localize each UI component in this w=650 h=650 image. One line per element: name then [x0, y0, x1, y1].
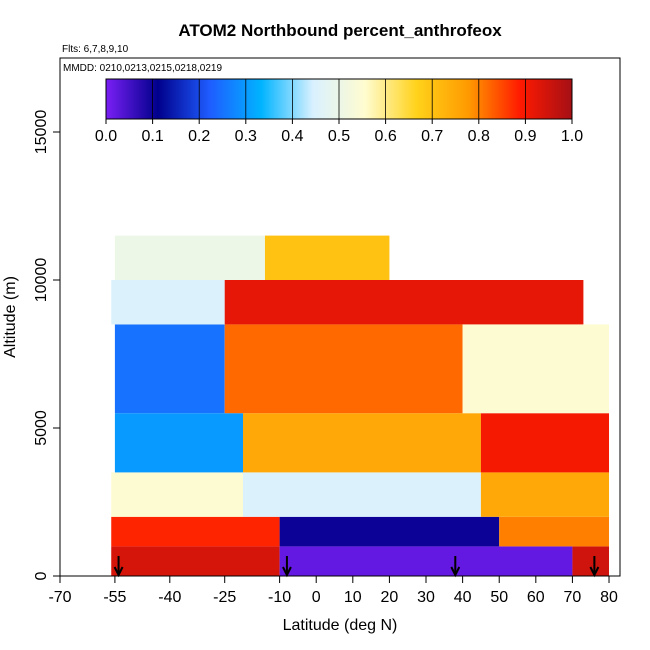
y-tick-label: 15000: [33, 110, 50, 155]
x-tick-label: 80: [600, 589, 618, 606]
x-axis-label: Latitude (deg N): [283, 617, 398, 634]
x-tick-label: 60: [527, 589, 545, 606]
chart-title: ATOM2 Northbound percent_anthrofeox: [178, 21, 502, 40]
x-axis: -70 -55 -40 -25 -10 0 10 20 30 40 50 60 70 80: [48, 576, 618, 606]
colorbar-tick-label: 0.2: [188, 128, 210, 145]
flights-subtitle: Flts: 6,7,8,9,10: [62, 44, 129, 55]
flight-marker-arrow: [450, 556, 461, 578]
x-tick-label: 50: [490, 589, 508, 606]
flight-markers: [113, 556, 600, 578]
heatmap-cell: [114, 235, 265, 280]
heatmap-cell: [480, 472, 610, 517]
x-tick-label: 20: [381, 589, 399, 606]
colorbar-tick-label: 0.8: [468, 128, 490, 145]
x-tick-label: 0: [312, 589, 321, 606]
heatmap-cell: [572, 546, 610, 576]
colorbar-tick-label: 0.9: [514, 128, 536, 145]
colorbar-tick-label: 0.4: [281, 128, 303, 145]
heatmap-cell: [111, 280, 225, 325]
x-tick-label: -55: [103, 589, 126, 606]
x-tick-label: -40: [158, 589, 181, 606]
dates-subtitle: MMDD: 0210,0213,0215,0218,0219: [63, 63, 222, 74]
x-tick-label: -10: [268, 589, 291, 606]
y-axis: 0 5000 10000 15000: [33, 110, 60, 580]
x-tick-label: 30: [417, 589, 435, 606]
heatmap-cell: [279, 546, 573, 576]
y-tick-label: 0: [33, 571, 50, 580]
plot-frame: [59, 57, 621, 577]
heatmap-cell: [111, 546, 280, 576]
colorbar-tick-label: 1.0: [561, 128, 583, 145]
colorbar-tick-label: 0.3: [235, 128, 257, 145]
heatmap-cell: [462, 324, 610, 414]
flight-marker-arrow: [113, 556, 124, 578]
colorbar-tick-label: 0.6: [374, 128, 396, 145]
colorbar-tick-label: 0.5: [328, 128, 350, 145]
x-tick-label: 10: [344, 589, 362, 606]
heatmap-cell: [279, 516, 500, 547]
colorbar-ticks: 0.0 0.1 0.2 0.3 0.4 0.5 0.6 0.7 0.8 0.9 1.0: [95, 119, 583, 145]
heatmap-cell: [243, 472, 481, 517]
heatmap-cell: [264, 235, 390, 280]
heatmap-cells: [111, 235, 610, 576]
y-axis-label: Altitude (m): [2, 276, 19, 358]
heatmap-cell: [224, 324, 463, 414]
heatmap-cell: [114, 413, 244, 473]
heatmap-cell: [111, 516, 280, 547]
colorbar-tick-label: 0.7: [421, 128, 443, 145]
heatmap-cell: [111, 472, 244, 517]
heatmap-cell: [499, 516, 610, 547]
y-tick-label: 5000: [33, 410, 50, 446]
flight-marker-arrow: [282, 556, 292, 578]
x-tick-label: 40: [454, 589, 472, 606]
heatmap-cell: [243, 413, 481, 473]
x-tick-label: -70: [48, 589, 71, 606]
x-tick-label: 70: [564, 589, 582, 606]
heatmap-cell: [480, 413, 610, 473]
colorbar-tick-label: 0.1: [141, 128, 163, 145]
x-tick-label: -25: [213, 589, 236, 606]
flight-marker-arrow: [589, 556, 600, 578]
heatmap-cell: [114, 324, 225, 414]
y-tick-label: 10000: [33, 258, 50, 303]
colorbar-tick-label: 0.0: [95, 128, 117, 145]
heatmap-cell: [224, 280, 584, 325]
